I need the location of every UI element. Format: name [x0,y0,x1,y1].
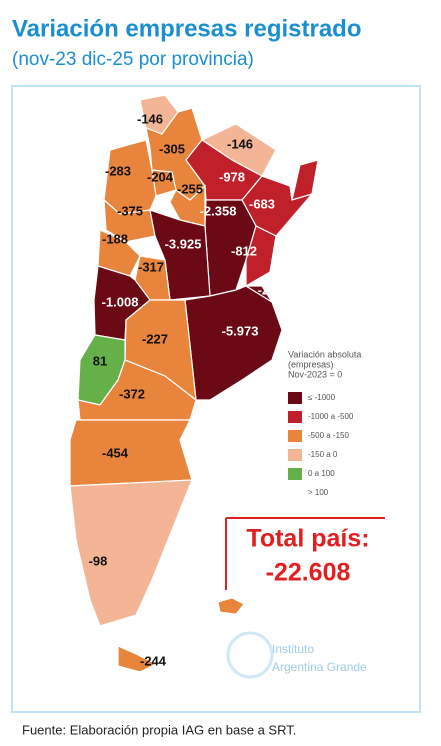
province [245,225,277,288]
total-value: -22.608 [266,559,351,587]
province-label: -5.973 [222,323,259,338]
legend-swatch [288,468,302,480]
map: -146 -305 -146 -978 -872 -683 -204 -283 -255 -2.3… [69,94,361,673]
legend-label: > 100 [308,488,329,497]
legend-swatch [288,411,302,423]
province-label: 81 [93,353,107,368]
province-label: -683 [249,196,275,211]
islands [217,597,245,615]
legend-label: -500 a -150 [308,431,349,440]
legend-label: ≤ -1000 [308,393,336,402]
province-label: -305 [159,141,185,156]
province [243,285,273,303]
province [69,419,193,487]
logo-text: Instituto [272,642,314,656]
logo-text: Argentina Grande [272,660,367,674]
province-label: -146 [137,111,163,126]
province [117,645,158,673]
logo-icon [226,631,274,679]
legend-label: 0 a 100 [308,469,335,478]
province [149,209,211,301]
title: Variación empresas registrado [12,15,362,42]
footer: Fuente: Elaboración propia IAG en base a… [22,722,296,737]
province-label: -188 [102,231,128,246]
province-label: -978 [219,169,245,184]
province-label: -204 [147,169,174,184]
province-label: -1.008 [102,294,139,309]
province-label: -283 [105,163,131,178]
legend-title: Nov-2023 = 0 [288,369,342,379]
province-label: -2.358 [200,203,237,218]
province-label: -255 [177,181,203,196]
legend-title: Variación absoluta [288,349,361,359]
province-label: -375 [117,203,143,218]
subtitle: (nov-23 dic-25 por provincia) [12,49,254,70]
legend-title: (empresas) [288,359,334,369]
legend-swatch [288,392,302,404]
province-label: -454 [102,445,129,460]
province-label: -146 [227,136,253,151]
province-label: -872 [317,158,343,173]
legend-swatch [288,487,302,499]
province [97,229,141,277]
legend-label: -150 a 0 [308,450,338,459]
legend-swatch [288,449,302,461]
province-label: -2.471 [258,282,295,297]
total-label: Total país: [246,525,369,553]
province-label: -317 [138,259,164,274]
province-label: -812 [231,243,257,258]
province-label: -3.925 [165,236,202,251]
province [69,479,193,627]
province-label: -372 [119,386,145,401]
province-label: -98 [89,553,108,568]
province-label: -244 [140,653,167,668]
legend-label: -1000 a -500 [308,412,354,421]
legend-swatch [288,430,302,442]
province-label: -227 [142,331,168,346]
